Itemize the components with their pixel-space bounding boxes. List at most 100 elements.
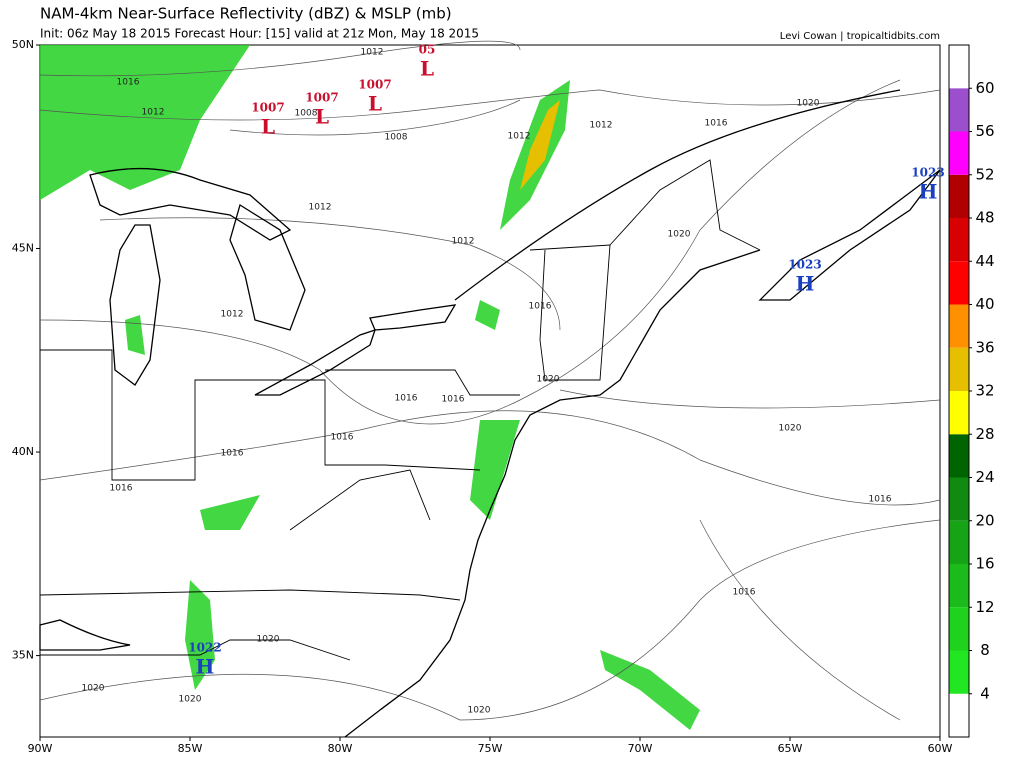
isobar-label: 1016 [395,394,418,404]
isobar-label: 1016 [442,395,465,405]
isobar-label: 1016 [733,588,756,598]
rain-core [520,100,560,190]
colorbar-tick-label: 48 [975,209,994,227]
credit: Levi Cowan | tropicaltidbits.com [780,31,940,42]
isobar-label: 1016 [117,78,140,88]
isobar-label: 1016 [529,302,552,312]
colorbar-band [949,131,969,175]
colorbar-tick-label: 52 [975,165,994,183]
x-tick-label: 80W [328,742,353,755]
colorbar-tick-label: 24 [975,468,994,486]
colorbar-tick-label: 40 [975,295,994,313]
isobar-label: 1012 [590,121,613,131]
precip [40,45,700,730]
isobar-label: 1020 [779,424,802,434]
colorbar-tick-label: 12 [975,598,994,616]
center-pressure: 1007 [251,101,284,115]
isobar-label: 1012 [452,237,475,247]
isobar-label: 1016 [869,495,892,505]
center-pressure: 1023 [911,166,944,180]
isobar-label: 1008 [385,133,408,143]
center-letter: H [919,180,938,204]
center-pressure: 1023 [788,258,821,272]
colorbar-tick-label: 20 [975,511,994,529]
isobar-label: 1012 [309,203,332,213]
isobar-label: 1008 [295,109,318,119]
borders [39,159,761,661]
colorbar-band [949,45,969,89]
rain-area [200,495,260,530]
colorbar-tick-label: 56 [975,122,994,140]
x-tick-label: 75W [478,742,503,755]
center-letter: L [261,115,275,139]
center-letter: L [420,57,434,81]
isobar-label: 1020 [468,706,491,716]
center-letter: L [315,105,329,129]
colorbar-band [949,520,969,564]
isobar-label: 1012 [361,48,384,58]
isobar-label: 1020 [257,635,280,645]
colorbar-tick-label: 16 [975,555,994,573]
coastlines [39,89,941,738]
x-tick-label: 85W [178,742,203,755]
colorbar-band [949,88,969,132]
colorbar-band [949,650,969,694]
isobar-label: 1020 [668,230,691,240]
isobar-label: 1020 [537,375,560,385]
colorbar-band [949,304,969,348]
colorbar-tick-label: 28 [975,425,994,443]
center-letter: H [196,655,215,679]
colorbar-band [949,347,969,391]
x-tick-label: 65W [778,742,803,755]
subtitle: Init: 06z May 18 2015 Forecast Hour: [15… [40,27,479,41]
x-tick-label: 90W [28,742,53,755]
isobar-label: 1012 [142,108,165,118]
isobar-label: 1020 [82,684,105,694]
map: 1016 1012 1012 1008 1008 1012 1012 1012 … [39,40,941,738]
colorbar-band [949,693,969,737]
y-tick-label: 40N [12,445,34,458]
colorbar-tick-label: 36 [975,338,994,356]
isobar-label: 1020 [179,695,202,705]
isobar-label: 1016 [110,484,133,494]
x-tick-label: 60W [928,742,953,755]
colorbar-band [949,564,969,608]
isobars [39,40,941,721]
y-tick-label: 45N [12,242,34,255]
isobar-label: 1016 [221,449,244,459]
rain-area [600,650,700,730]
rain-area [40,45,250,200]
rain-area [125,315,145,355]
colorbar-band [949,477,969,521]
colorbar-band [949,174,969,218]
center-pressure: 1007 [358,78,391,92]
colorbar-tick-label: 32 [975,382,994,400]
center-letter: H [796,272,815,296]
y-tick-label: 35N [12,649,34,662]
axes: 90W 85W 80W 75W 70W 65W 60W 50N 45N 40N 35N [12,38,953,755]
center-pressure: 05 [419,43,436,57]
colorbar-tick-label: 4 [980,684,990,702]
colorbar-tick-label: 60 [975,79,994,97]
isobar-label: 1016 [705,119,728,129]
colorbar-band [949,261,969,305]
colorbar-band [949,391,969,435]
isobar-label: 1016 [331,433,354,443]
center-pressure: 1007 [305,91,338,105]
rain-area [470,420,520,520]
center-pressure: 1022 [188,641,221,655]
isobar-label: 1012 [508,132,531,142]
colorbar-tick-label: 8 [980,641,990,659]
colorbar-band [949,607,969,651]
isobar-label: 1012 [221,310,244,320]
colorbar-band [949,218,969,262]
colorbar-tick-label: 44 [975,252,994,270]
colorbar-band [949,434,969,478]
rain-area [185,580,215,690]
center-letter: L [368,92,382,116]
title: NAM-4km Near-Surface Reflectivity (dBZ) … [40,5,452,23]
rain-area [475,300,500,330]
